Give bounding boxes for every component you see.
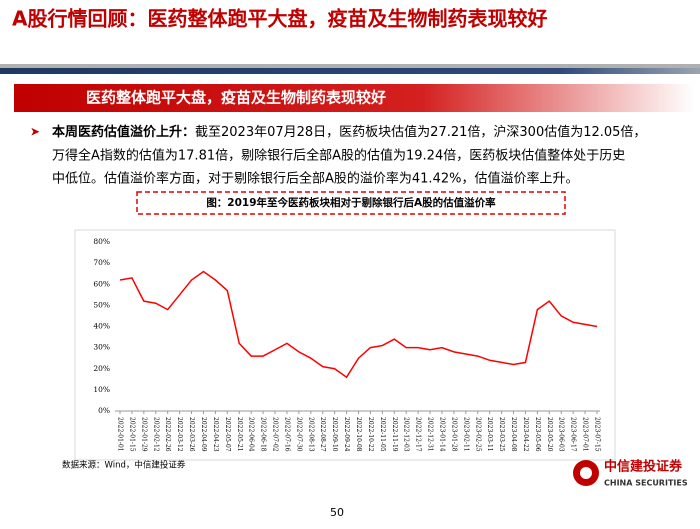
x-tick-label: 2023-05-06 bbox=[534, 417, 541, 452]
rule-gray bbox=[0, 64, 700, 69]
y-tick-label: 20% bbox=[93, 364, 110, 373]
x-tick-label: 2023-02-11 bbox=[462, 417, 469, 452]
y-tick-label: 80% bbox=[93, 237, 110, 246]
x-tick-label: 2023-03-11 bbox=[486, 417, 493, 452]
chart-frame bbox=[74, 229, 616, 461]
x-tick-label: 2023-01-28 bbox=[450, 417, 457, 452]
y-tick-label: 10% bbox=[93, 385, 110, 394]
bullet-arrow: ➤ bbox=[30, 125, 40, 139]
x-tick-label: 2023-04-08 bbox=[510, 417, 517, 452]
x-tick-label: 2023-02-25 bbox=[474, 417, 481, 452]
x-tick-label: 2022-04-09 bbox=[200, 417, 207, 452]
x-tick-label: 2022-06-04 bbox=[248, 417, 255, 452]
x-tick-label: 2023-01-14 bbox=[438, 417, 445, 452]
logo-icon-inner bbox=[580, 467, 592, 479]
bullet-lead: 本周医药估值溢价上升： bbox=[52, 124, 195, 140]
y-tick-label: 50% bbox=[93, 300, 110, 309]
line-series bbox=[119, 270, 598, 379]
chart-title-box bbox=[136, 191, 566, 215]
x-tick-label: 2023-05-20 bbox=[546, 417, 553, 452]
banner bbox=[14, 84, 694, 112]
x-tick-label: 2022-12-03 bbox=[403, 417, 410, 452]
x-tick-label: 2022-08-27 bbox=[319, 417, 326, 452]
chart-title: 图：2019年至今医药板块相对于剔除银行后A股的估值溢价率 bbox=[206, 196, 496, 209]
bullet-line: 中低位。估值溢价率方面，对于剔除银行后全部A股的溢价率为41.42%，估值溢价率… bbox=[52, 171, 578, 187]
x-tick-label: 2022-05-07 bbox=[224, 417, 231, 452]
x-tick-label: 2023-07-15 bbox=[594, 417, 601, 452]
x-tick-label: 2022-01-01 bbox=[117, 417, 124, 452]
x-tick-label: 2022-02-26 bbox=[164, 417, 171, 452]
x-tick-label: 2023-04-22 bbox=[522, 417, 529, 452]
bullet-line: 万得全A指数的估值为17.81倍，剔除银行后全部A股的估值为19.24倍，医药板… bbox=[52, 148, 625, 164]
logo-name: 中信建投证券 bbox=[604, 459, 683, 475]
x-tick-label: 2022-10-08 bbox=[355, 417, 362, 452]
bullet-line: 截至2023年07月28日，医药板块估值为27.21倍，沪深300估值为12.0… bbox=[195, 124, 646, 140]
x-tick-label: 2022-03-26 bbox=[188, 417, 195, 452]
x-tick-label: 2022-07-16 bbox=[283, 417, 290, 452]
x-tick-label: 2022-09-10 bbox=[331, 417, 338, 452]
x-tick-label: 2022-11-05 bbox=[379, 417, 386, 452]
page-number: 50 bbox=[330, 506, 344, 519]
x-tick-label: 2022-09-24 bbox=[343, 417, 350, 452]
logo-english: CHINA SECURITIES bbox=[604, 479, 688, 488]
y-tick-label: 70% bbox=[93, 258, 110, 267]
x-tick-label: 2023-06-03 bbox=[558, 417, 565, 452]
x-tick-label: 2022-07-02 bbox=[272, 417, 279, 452]
x-tick-label: 2022-12-31 bbox=[427, 417, 434, 452]
rule-blue bbox=[0, 68, 700, 74]
banner-text: 医药整体跑平大盘，疫苗及生物制药表现较好 bbox=[86, 89, 386, 107]
x-tick-label: 2022-08-13 bbox=[307, 417, 314, 452]
y-tick-label: 40% bbox=[93, 322, 110, 331]
x-tick-label: 2022-01-29 bbox=[140, 417, 147, 452]
x-tick-label: 2022-02-12 bbox=[152, 417, 159, 452]
x-tick-label: 2022-04-23 bbox=[212, 417, 219, 452]
x-tick-label: 2023-06-17 bbox=[570, 417, 577, 452]
y-tick-label: 30% bbox=[93, 343, 110, 352]
x-tick-label: 2022-12-17 bbox=[415, 417, 422, 452]
x-tick-label: 2022-05-21 bbox=[236, 417, 243, 452]
source: 数据来源：Wind，中信建投证券 bbox=[62, 460, 186, 471]
x-tick-label: 2022-07-30 bbox=[295, 417, 302, 452]
x-tick-label: 2022-06-18 bbox=[260, 417, 267, 452]
x-tick-label: 2023-03-25 bbox=[498, 417, 505, 452]
y-tick-label: 60% bbox=[93, 279, 110, 288]
slide-title: A股行情回顾：医药整体跑平大盘，疫苗及生物制药表现较好 bbox=[12, 7, 547, 31]
y-tick-label: 0% bbox=[98, 406, 110, 415]
x-tick-label: 2022-11-19 bbox=[391, 417, 398, 452]
x-tick-label: 2022-03-12 bbox=[176, 417, 183, 452]
x-tick-label: 2022-01-15 bbox=[128, 417, 135, 452]
x-tick-label: 2023-07-01 bbox=[582, 417, 589, 452]
bullet-text: 本周医药估值溢价上升：截至2023年07月28日，医药板块估值为27.21倍，沪… bbox=[52, 124, 646, 140]
x-tick-label: 2022-10-22 bbox=[367, 417, 374, 452]
